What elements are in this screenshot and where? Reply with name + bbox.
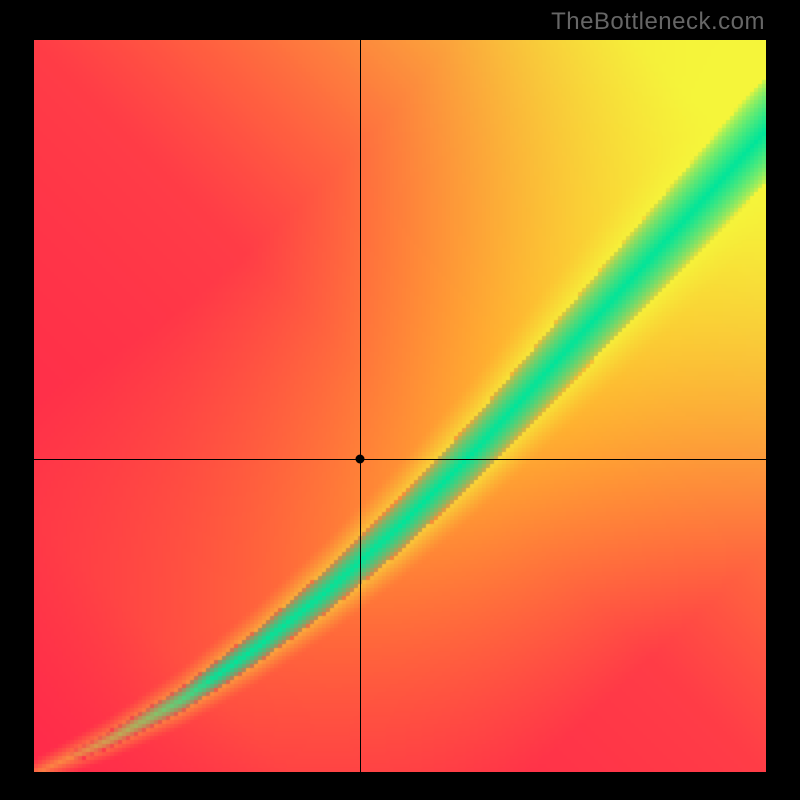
crosshair-vertical [360, 40, 361, 772]
crosshair-marker[interactable] [355, 455, 364, 464]
watermark-text: TheBottleneck.com [551, 8, 765, 36]
heatmap-plot [34, 40, 766, 772]
crosshair-horizontal [34, 459, 766, 460]
heatmap-canvas [34, 40, 766, 772]
